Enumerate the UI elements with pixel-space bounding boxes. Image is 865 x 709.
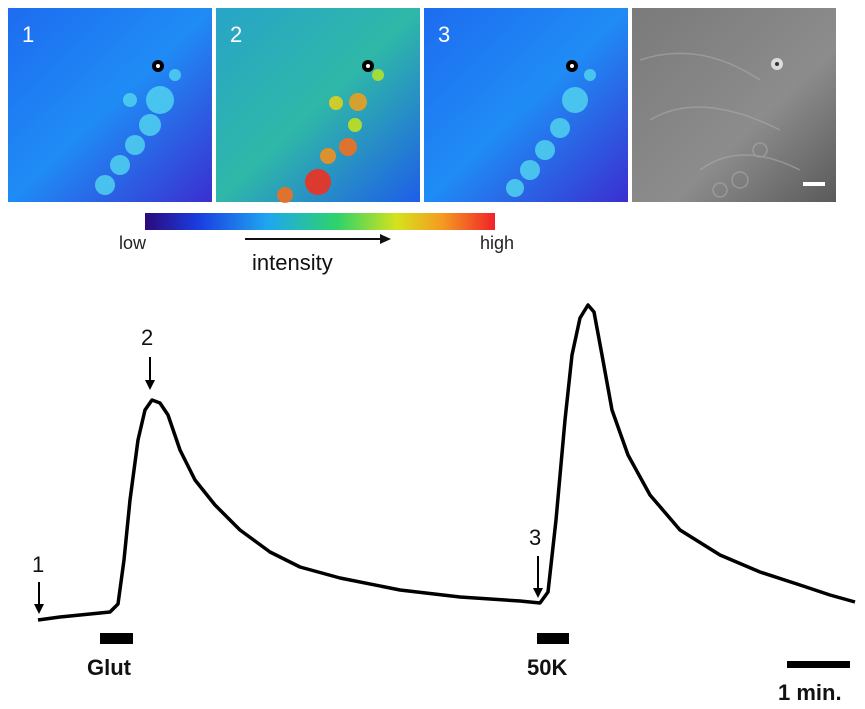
panel-label: 3	[438, 22, 450, 47]
trace-marker: 1	[32, 552, 44, 577]
figure: 1 2 3 low high	[0, 0, 865, 709]
brightfield-panel	[632, 8, 836, 202]
stimulus-label: 50K	[527, 655, 567, 680]
stimulus-label: Glut	[87, 655, 132, 680]
colorbar-low: low	[119, 233, 147, 253]
calcium-trace: 1 2 3 Glut 50K 1 min.	[32, 305, 855, 705]
scale-bar-label: 1 min.	[778, 680, 842, 705]
trace-marker: 3	[529, 525, 541, 550]
colorbar-high: high	[480, 233, 514, 253]
trace-marker: 2	[141, 325, 153, 350]
image-panel: 1	[8, 8, 212, 202]
image-panel: 2	[216, 8, 420, 203]
colorbar-label: intensity	[252, 250, 333, 275]
panel-label: 1	[22, 22, 34, 47]
panel-label: 2	[230, 22, 242, 47]
image-panel: 3	[424, 8, 628, 202]
colorbar: low high intensity	[119, 213, 514, 275]
